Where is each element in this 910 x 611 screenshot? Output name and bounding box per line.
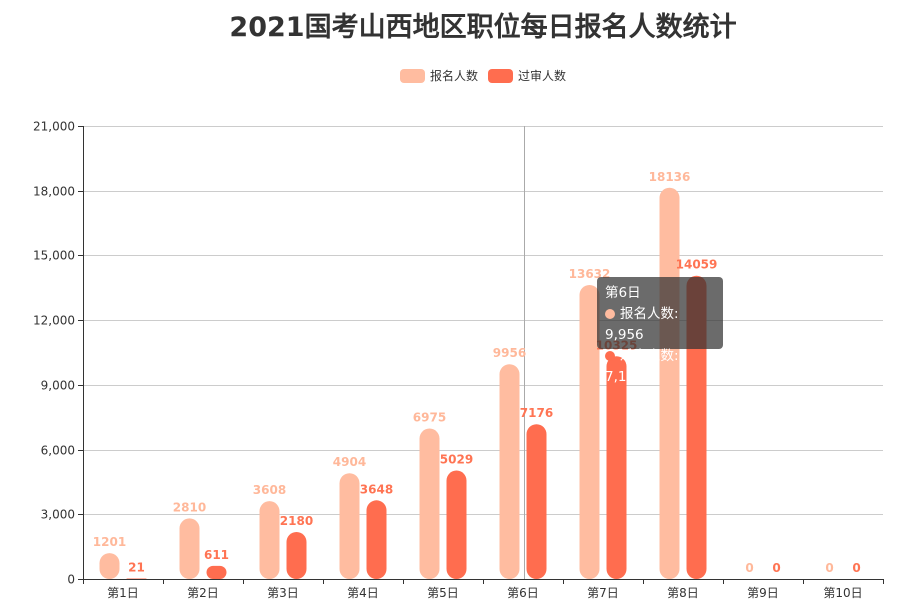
data-label: 1201 bbox=[93, 535, 126, 549]
x-tick-label: 第2日 bbox=[187, 586, 219, 600]
bar-过审人数-第7日[interactable] bbox=[606, 356, 627, 579]
data-label: 0 bbox=[772, 561, 780, 575]
gridlines bbox=[83, 126, 883, 515]
bar-过审人数-第3日[interactable] bbox=[286, 531, 307, 579]
x-tick-label: 第7日 bbox=[587, 586, 619, 600]
legend-swatch bbox=[488, 69, 513, 83]
y-tick-label: 0 bbox=[67, 573, 75, 587]
x-tick-label: 第8日 bbox=[667, 586, 699, 600]
bar-过审人数-第6日[interactable] bbox=[526, 424, 547, 579]
bar-报名人数-第1日[interactable] bbox=[99, 553, 120, 579]
x-tick-label: 第1日 bbox=[107, 586, 139, 600]
bar-报名人数-第5日[interactable] bbox=[419, 428, 440, 579]
tooltip-dot-2 bbox=[605, 351, 615, 361]
tooltip-dot-1 bbox=[605, 309, 615, 319]
bar-过审人数-第4日[interactable] bbox=[366, 500, 387, 579]
data-label: 2180 bbox=[280, 514, 313, 528]
bar-报名人数-第3日[interactable] bbox=[259, 501, 280, 579]
bar-报名人数-第2日[interactable] bbox=[179, 518, 200, 579]
bar-报名人数-第6日[interactable] bbox=[499, 364, 520, 579]
chart-title: 2021国考山西地区职位每日报名人数统计 bbox=[229, 11, 736, 43]
x-tick-label: 第10日 bbox=[823, 586, 862, 600]
data-label: 6975 bbox=[413, 411, 446, 425]
x-tick-label: 第3日 bbox=[267, 586, 299, 600]
x-tick-label: 第9日 bbox=[747, 586, 779, 600]
legend-label: 报名人数 bbox=[430, 68, 478, 83]
bar-过审人数-第8日[interactable] bbox=[686, 275, 707, 579]
bar-过审人数-第2日[interactable] bbox=[206, 565, 227, 579]
data-label: 611 bbox=[204, 548, 229, 562]
tooltip-row-1: 报名人数: 9,956 bbox=[605, 306, 679, 343]
data-label: 4904 bbox=[333, 455, 366, 469]
axes: 0 3,000 6,000 9,000 12,000 15,000 18,000 21,000… bbox=[33, 120, 884, 600]
y-tick-label: 18,000 bbox=[33, 185, 75, 199]
data-label: 21 bbox=[128, 561, 145, 575]
tooltip: 第6日 报名人数: 9,956 过审人数: 7,176 bbox=[597, 277, 723, 385]
tooltip-row-2: 过审人数: 7,176 bbox=[605, 348, 679, 385]
x-tick-label: 第4日 bbox=[347, 586, 379, 600]
x-tick-label: 第6日 bbox=[507, 586, 539, 600]
legend-item-2[interactable]: 过审人数 bbox=[488, 68, 566, 83]
x-tick-label: 第5日 bbox=[427, 586, 459, 600]
tooltip-title: 第6日 bbox=[605, 285, 641, 301]
y-tick-label: 21,000 bbox=[33, 120, 75, 134]
data-label: 5029 bbox=[440, 453, 473, 467]
data-label: 3648 bbox=[360, 482, 393, 496]
data-label: 7176 bbox=[520, 406, 553, 420]
y-tick-label: 6,000 bbox=[41, 444, 75, 458]
data-label: 0 bbox=[852, 561, 860, 575]
data-label: 0 bbox=[825, 561, 833, 575]
bar-报名人数-第4日[interactable] bbox=[339, 473, 360, 579]
bar-过审人数-第5日[interactable] bbox=[446, 470, 467, 579]
legend-swatch bbox=[400, 69, 425, 83]
bar-报名人数-第7日[interactable] bbox=[579, 284, 600, 579]
legend-label: 过审人数 bbox=[518, 68, 566, 83]
y-tick-label: 15,000 bbox=[33, 249, 75, 263]
y-tick-label: 9,000 bbox=[41, 379, 75, 393]
data-label: 14059 bbox=[676, 258, 718, 272]
data-label: 0 bbox=[745, 561, 753, 575]
legend-item-1[interactable]: 报名人数 bbox=[400, 68, 478, 83]
y-tick-label: 3,000 bbox=[41, 508, 75, 522]
data-label: 2810 bbox=[173, 500, 206, 514]
y-tick-label: 12,000 bbox=[33, 314, 75, 328]
legend[interactable]: 报名人数 过审人数 bbox=[400, 68, 566, 83]
data-label: 18136 bbox=[649, 170, 691, 184]
data-label: 3608 bbox=[253, 483, 286, 497]
data-label: 9956 bbox=[493, 346, 526, 360]
